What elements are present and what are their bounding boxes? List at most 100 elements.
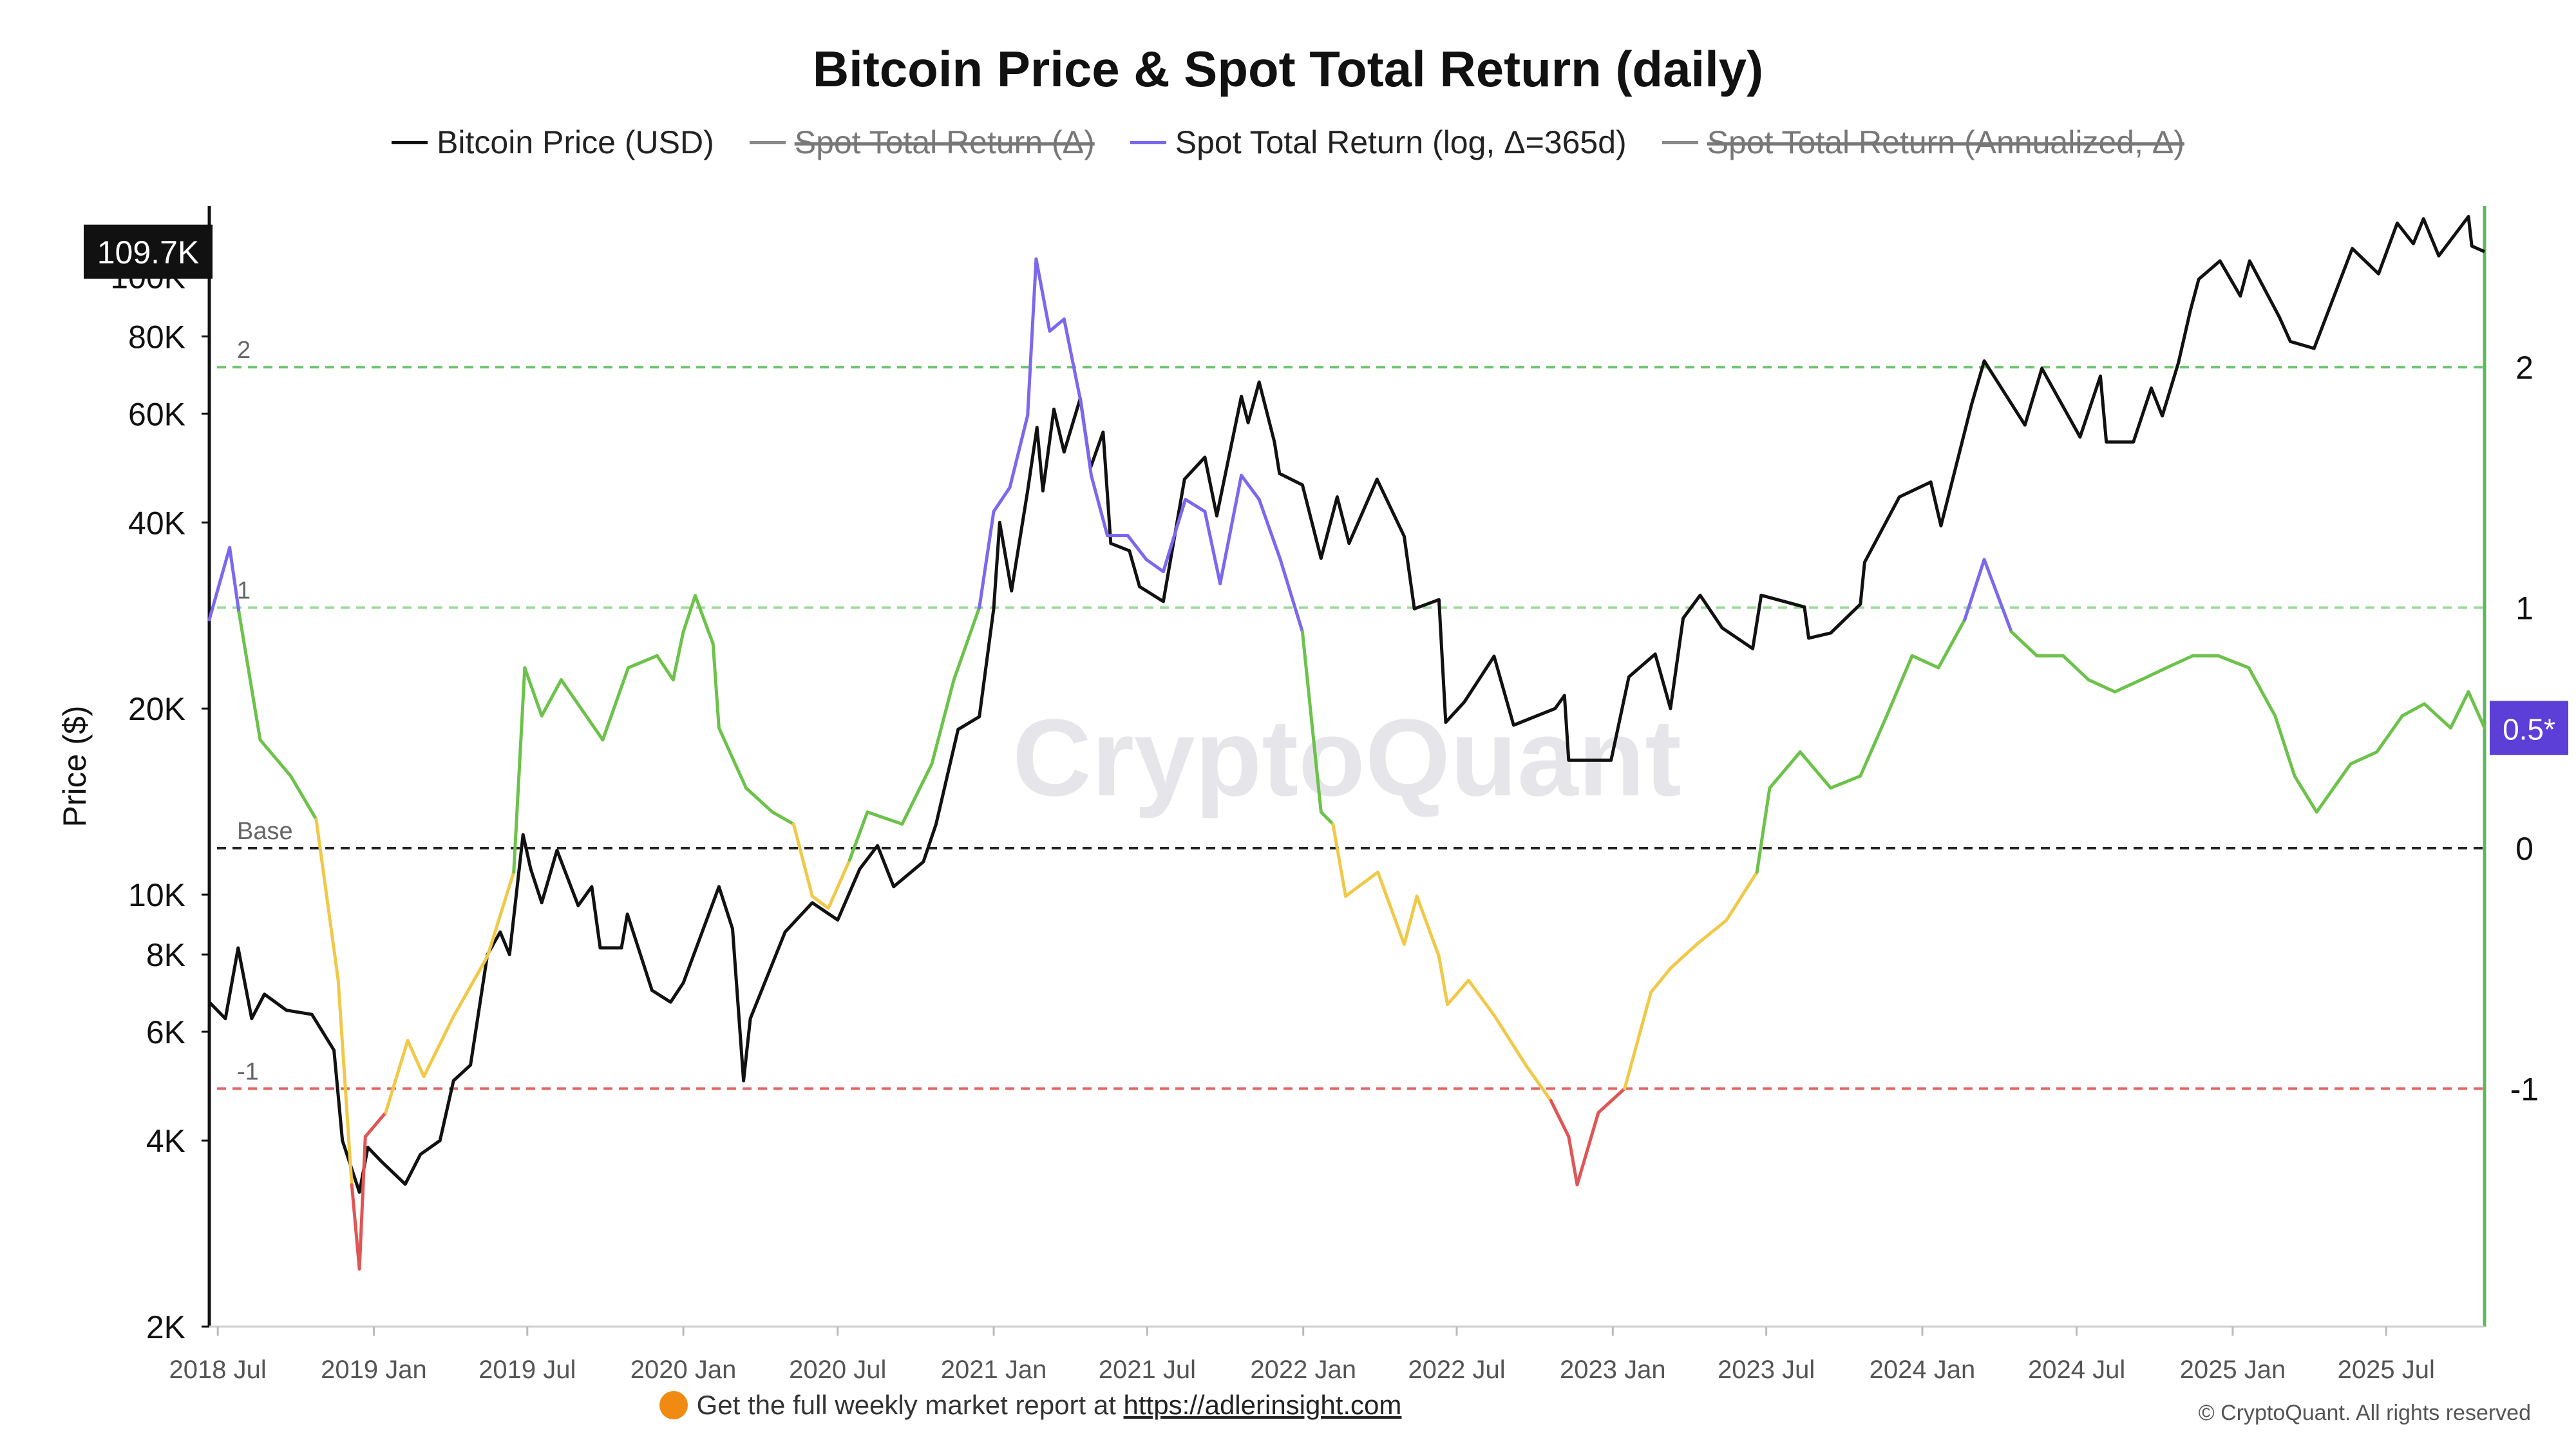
series-segment-spot-return [314,817,340,982]
series-segment-spot-return [2423,702,2452,730]
series-segment-spot-return [1126,534,1148,562]
x-tick-label-12: 2024 Jul [2028,1356,2125,1384]
series-segment-spot-return [671,630,685,682]
x-tick-label-3: 2020 Jan [630,1356,737,1384]
legend-item-spot-return-delta[interactable]: Spot Total Return (Δ) [749,124,1095,161]
series-segment-spot-return [1240,473,1261,502]
series-segment-spot-return [512,666,527,874]
series-segment-spot-return [1567,1135,1579,1187]
y-axis-title: Price ($) [57,706,93,828]
series-segment-spot-return [2315,762,2353,814]
legend-label-spot-return-log: Spot Total Return (log, Δ=365d) [1175,124,1627,160]
legend-item-spot-return-annualized[interactable]: Spot Total Return (Annualized, Δ) [1662,124,2184,161]
series-segment-spot-return [601,666,630,742]
series-segment-spot-return [2467,690,2486,730]
series-segment-spot-return [681,594,697,634]
series-segment-spot-return [2247,666,2277,718]
series-segment-spot-return [1798,750,1833,790]
series-segment-spot-return [2293,774,2318,814]
footer-link[interactable]: https://adlerinsight.com [1123,1390,1402,1420]
series-segment-spot-return [930,678,956,766]
legend-label-price: Bitcoin Price (USD) [437,124,714,160]
series-segment-spot-return [826,858,851,910]
left-tick-label-1: 4K [146,1123,185,1159]
series-segment-spot-return [523,666,544,718]
series-segment-spot-return [1278,558,1304,634]
series-segment-spot-return [2009,630,2039,658]
legend-label-spot-return-delta: Spot Total Return (Δ) [794,124,1095,160]
watermark: CryptoQuant [1012,697,1681,819]
legend-swatch-spot-return-annualized [1662,140,1698,144]
series-segment-spot-return [1768,750,1802,790]
current-price-badge-label: 109.7K [97,234,199,270]
x-tick-label-4: 2020 Jul [789,1356,886,1384]
series-segment-spot-return [992,486,1012,513]
x-tick-label-14: 2025 Jul [2338,1356,2435,1384]
x-tick-label-1: 2019 Jan [321,1356,427,1384]
series-segment-spot-return [791,822,814,898]
series-segment-spot-return [2164,654,2195,670]
footer-note: Get the full weekly market report at htt… [0,1390,2061,1421]
series-segment-spot-return [1575,1111,1600,1187]
copyright: © CryptoQuant. All rights reserved [2198,1401,2531,1425]
right-tick-label-0: 2 [2515,350,2533,386]
series-segment-spot-return [2113,678,2143,694]
right-tick-label-1: 1 [2515,591,2533,627]
legend-item-price[interactable]: Bitcoin Price (USD) [392,124,714,161]
series-segment-spot-return [1257,498,1282,562]
series-segment-spot-return [1524,1063,1553,1103]
series-segment-spot-return [1829,774,1862,790]
series-segment-spot-return [717,726,748,790]
left-tick-label-0: 2K [146,1309,185,1345]
series-segment-spot-return [1331,822,1348,898]
left-tick-label-7: 60K [128,396,185,432]
series-segment-spot-return [237,611,262,742]
series-segment-spot-return [744,786,774,814]
left-tick-label-4: 10K [128,877,185,913]
series-segment-spot-return [1062,317,1083,405]
series-segment-spot-return [694,594,715,646]
series-segment-spot-return [357,1135,367,1271]
series-segment-spot-return [289,774,318,821]
x-tick-label-8: 2022 Jul [1408,1356,1505,1384]
series-segment-spot-return [1161,498,1188,574]
series-segment-spot-return [1218,473,1244,585]
reference-line-label-1: 1 [237,578,251,605]
series-segment-spot-return [2349,750,2379,766]
reference-line-label-2: Base [237,818,293,845]
series-segment-spot-return [848,810,869,862]
legend-item-spot-return-log[interactable]: Spot Total Return (log, Δ=365d) [1130,124,1627,161]
series-segment-spot-return [486,870,516,958]
series-segment-spot-return [1885,654,1914,718]
series-segment-spot-return [1184,498,1207,513]
series-segment-spot-return [711,642,721,730]
series-segment-spot-return [1695,918,1728,946]
series-segment-spot-return [384,1039,410,1115]
left-tick-label-6: 40K [128,505,185,541]
legend: Bitcoin Price (USD) Spot Total Return (Δ… [0,124,2576,161]
footer-text: Get the full weekly market report at [696,1390,1124,1420]
series-segment-spot-return [451,954,489,1018]
series-segment-spot-return [1376,870,1406,946]
series-segment-spot-return [1963,558,1986,621]
left-tick-label-5: 20K [128,691,185,727]
series-segment-spot-return [1725,870,1759,922]
report-dot-icon [659,1391,688,1419]
series-segment-spot-return [952,606,981,682]
x-tick-label-7: 2022 Jan [1250,1356,1356,1384]
series-segment-spot-return [1649,967,1672,994]
series-segment-spot-return [1079,401,1093,477]
series-segment-spot-return [1937,618,1967,670]
series-segment-spot-return [1144,558,1165,574]
series-segment-spot-return [1466,978,1497,1018]
series-segment-spot-return [770,810,795,826]
series-segment-spot-return [540,678,563,718]
left-tick-label-3: 8K [146,937,185,973]
series-segment-spot-return [1089,473,1110,538]
series-segment-spot-return [1300,630,1323,814]
reference-line-label-0: 2 [237,337,251,364]
legend-swatch-price [392,140,428,144]
series-segment-spot-return [1623,990,1653,1090]
series-segment-spot-return [866,810,904,826]
